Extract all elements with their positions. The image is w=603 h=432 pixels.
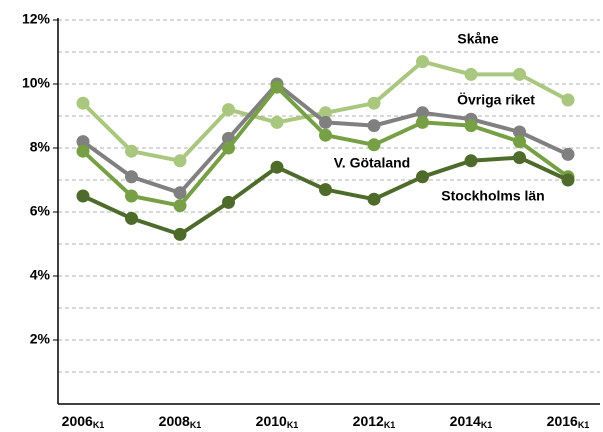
x-tick-year: 2010 (256, 413, 287, 429)
data-point (270, 160, 284, 174)
data-point (319, 183, 332, 197)
x-tick-label: 2016K1 (547, 413, 590, 431)
x-tick-year: 2006 (62, 413, 93, 429)
data-point (561, 93, 575, 107)
y-tick-label: 12% (22, 11, 51, 27)
data-point (125, 170, 138, 184)
x-tick-subscript: K1 (578, 420, 590, 430)
data-point (222, 103, 235, 117)
x-tick-subscript: K1 (287, 420, 299, 430)
y-tick-label: 4% (30, 267, 51, 283)
x-tick-label: 2008K1 (159, 413, 202, 431)
data-point (319, 128, 332, 142)
data-point (513, 125, 526, 139)
data-point (125, 211, 138, 225)
data-point (416, 170, 429, 184)
data-point (464, 67, 478, 81)
data-point (416, 115, 429, 129)
data-point (173, 199, 187, 213)
data-point (367, 138, 381, 152)
data-point (513, 135, 526, 149)
x-tick-label: 2010K1 (256, 413, 299, 431)
x-tick-year: 2012 (353, 413, 384, 429)
data-point (270, 115, 284, 129)
y-tick-label: 6% (30, 203, 51, 219)
data-point (464, 154, 478, 168)
data-point (76, 96, 90, 110)
data-point (319, 115, 332, 129)
data-point (125, 144, 138, 158)
data-point (173, 154, 187, 168)
data-point (367, 96, 381, 110)
series-label: Skåne (457, 31, 498, 47)
series-label: Stockholms län (441, 188, 544, 204)
data-point (173, 186, 187, 200)
x-tick-subscript: K1 (384, 420, 396, 430)
x-tick-label: 2006K1 (62, 413, 105, 431)
data-point (367, 119, 381, 133)
data-point (76, 189, 90, 203)
data-point (76, 144, 90, 158)
x-tick-label: 2012K1 (353, 413, 396, 431)
data-point (76, 135, 90, 149)
y-tick-label: 8% (30, 139, 51, 155)
x-tick-subscript: K1 (93, 420, 105, 430)
x-tick-year: 2016 (547, 413, 578, 429)
series-label: V. Götaland (334, 155, 411, 171)
data-point (319, 106, 332, 120)
data-point (367, 192, 381, 206)
x-tick-year: 2008 (159, 413, 190, 429)
x-tick-year: 2014 (450, 413, 481, 429)
data-point (222, 141, 235, 155)
data-point (464, 119, 478, 133)
data-point (561, 147, 575, 161)
series-label: Övriga riket (457, 92, 535, 108)
data-point (416, 55, 429, 69)
data-point (561, 173, 575, 187)
data-point (513, 67, 526, 81)
data-point (125, 189, 138, 203)
y-tick-label: 2% (30, 331, 51, 347)
y-tick-label: 10% (22, 75, 51, 91)
x-tick-subscript: K1 (190, 420, 202, 430)
data-point (513, 151, 526, 165)
data-point (173, 227, 187, 241)
x-tick-label: 2014K1 (450, 413, 493, 431)
data-point (222, 195, 235, 209)
data-point (416, 106, 429, 120)
x-tick-subscript: K1 (481, 420, 493, 430)
data-point (270, 80, 284, 94)
